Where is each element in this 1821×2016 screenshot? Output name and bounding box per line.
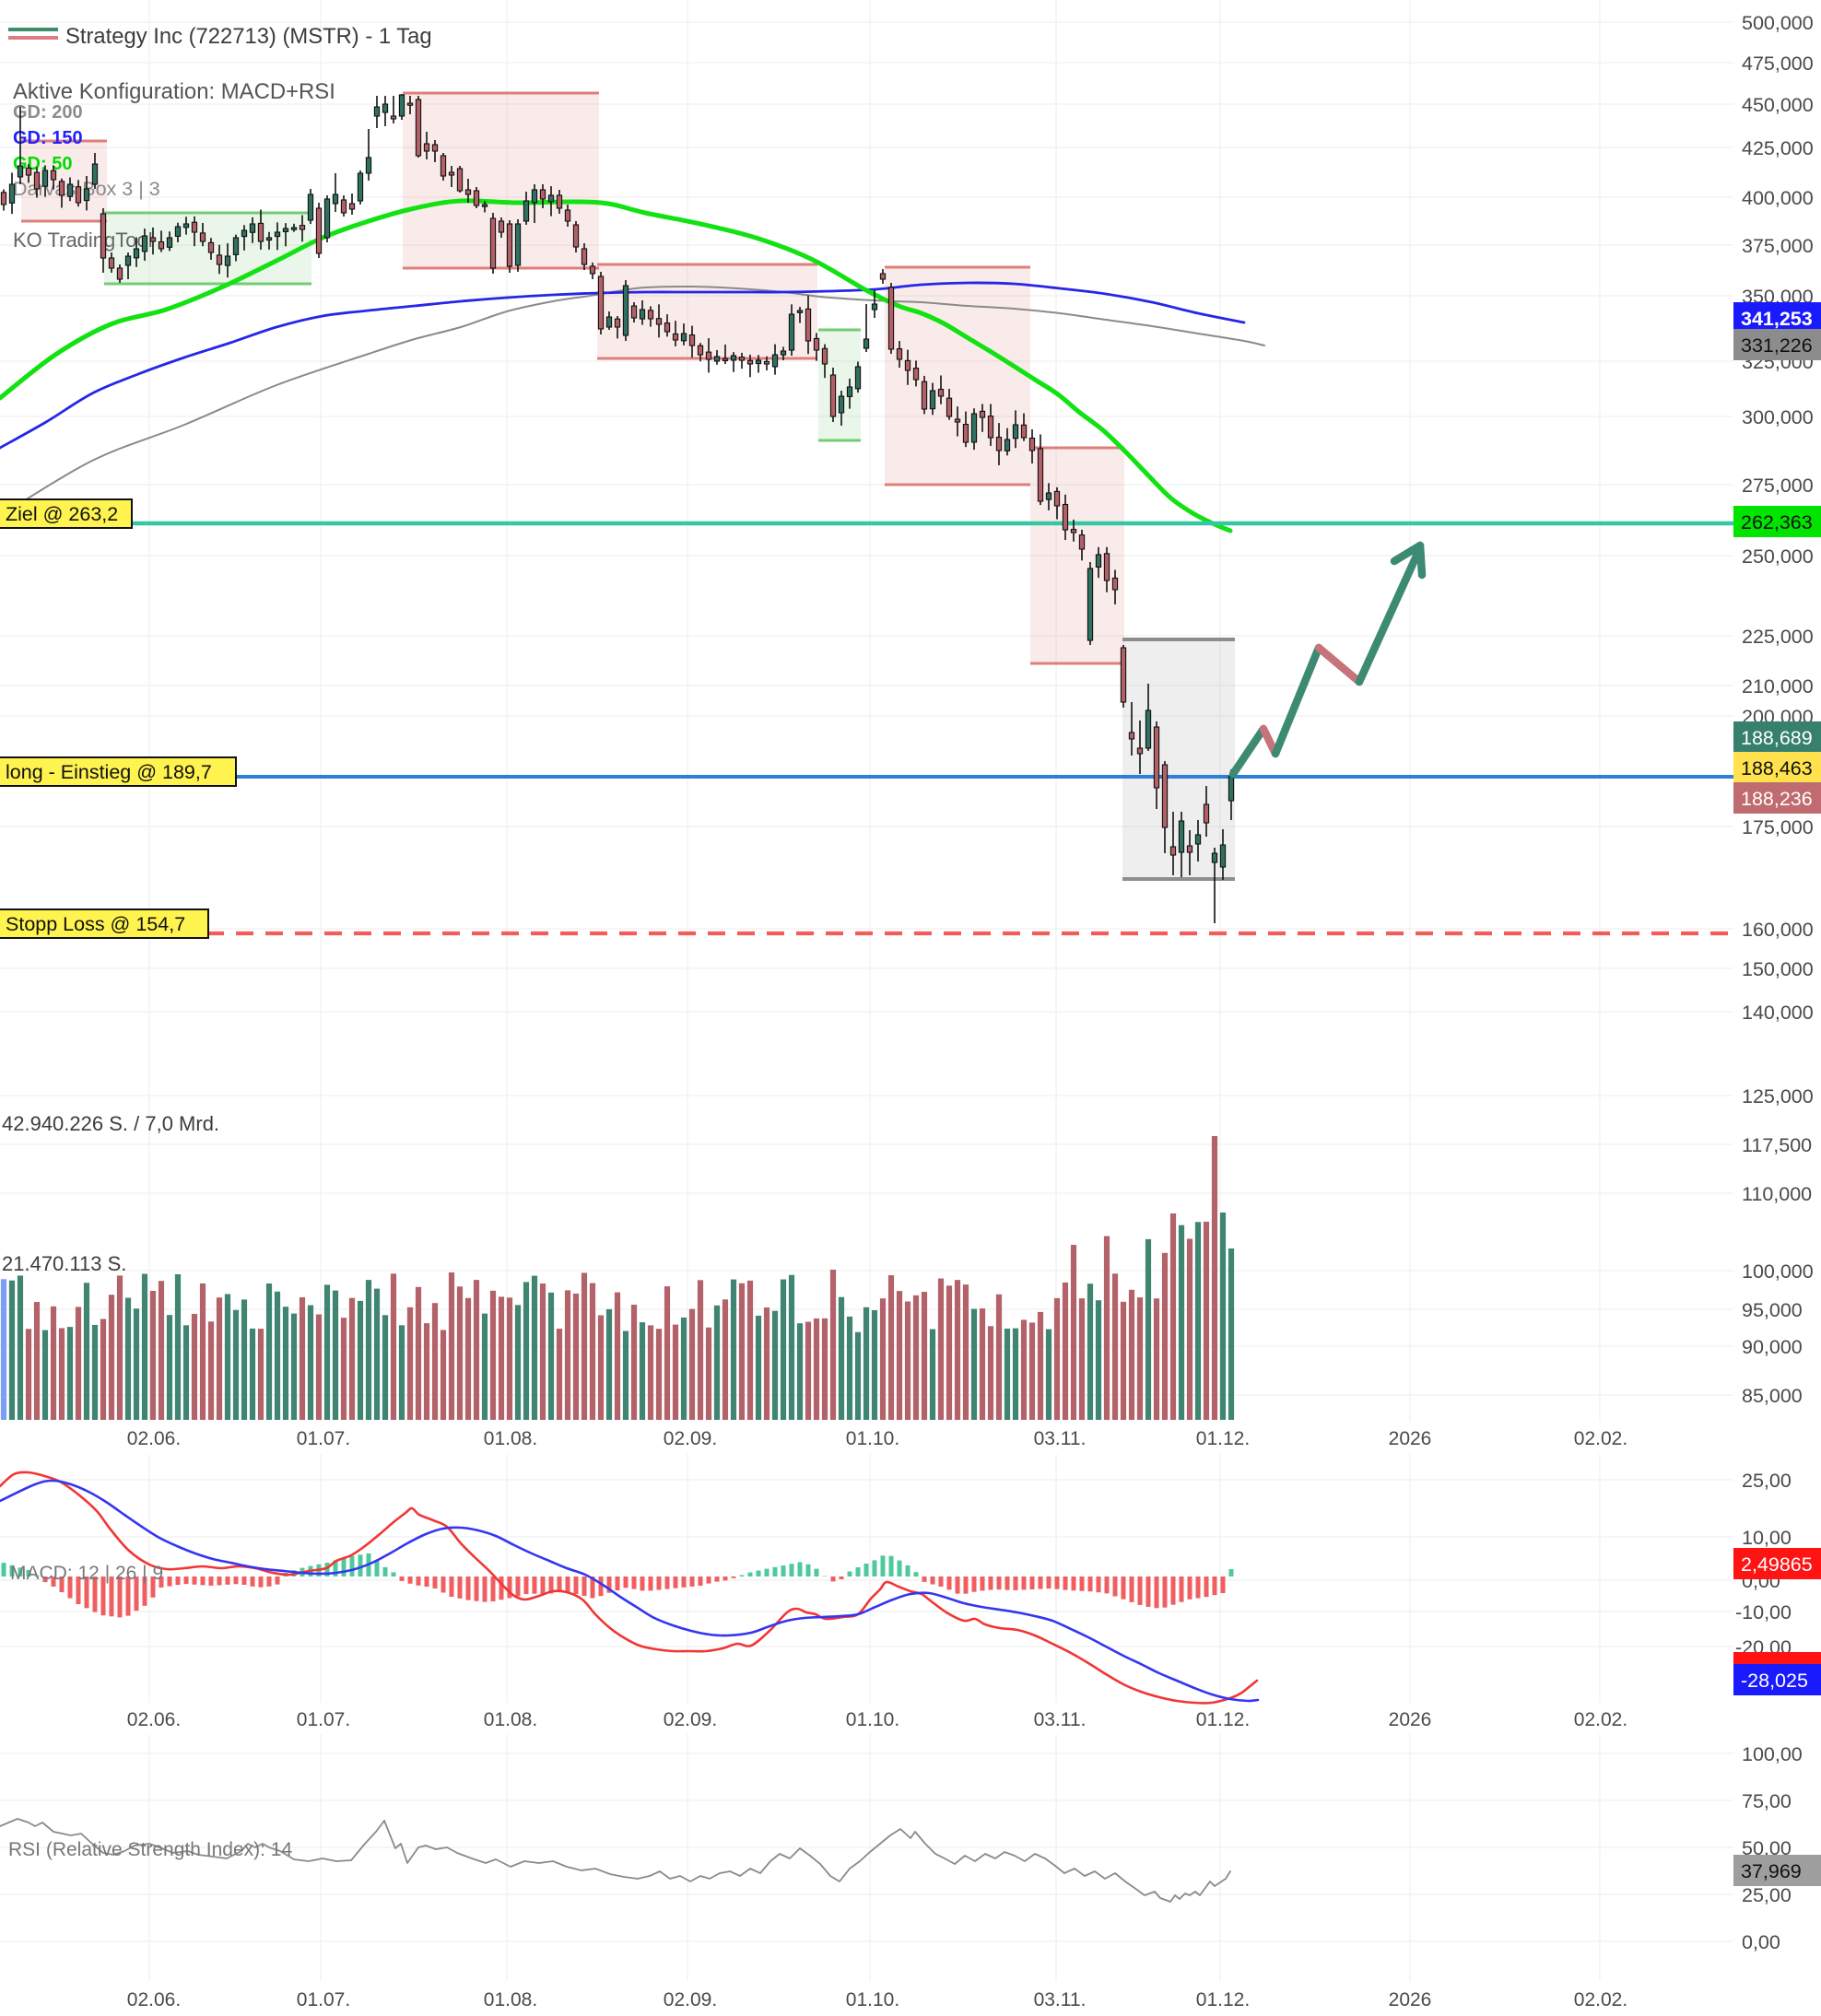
svg-text:01.12.: 01.12. xyxy=(1196,1989,1250,2010)
svg-text:Stopp Loss @ 154,7: Stopp Loss @ 154,7 xyxy=(6,913,185,935)
svg-text:117,500: 117,500 xyxy=(1742,1134,1812,1156)
svg-text:225,000: 225,000 xyxy=(1742,626,1814,648)
svg-text:262,363: 262,363 xyxy=(1741,511,1813,533)
svg-text:01.12.: 01.12. xyxy=(1196,1428,1250,1449)
svg-text:75,00: 75,00 xyxy=(1742,1790,1792,1812)
svg-text:01.07.: 01.07. xyxy=(297,1989,350,2010)
svg-text:400,000: 400,000 xyxy=(1742,187,1814,209)
svg-text:01.07.: 01.07. xyxy=(297,1709,350,1730)
svg-text:GD: 200: GD: 200 xyxy=(13,102,83,123)
svg-text:02.06.: 02.06. xyxy=(127,1428,181,1449)
svg-text:Strategy Inc (722713) (MSTR) -: Strategy Inc (722713) (MSTR) - 1 Tag xyxy=(65,24,432,49)
svg-text:125,000: 125,000 xyxy=(1742,1085,1814,1108)
svg-text:140,000: 140,000 xyxy=(1742,1002,1814,1024)
svg-text:210,000: 210,000 xyxy=(1742,675,1814,697)
svg-text:Aktive Konfiguration: MACD+RSI: Aktive Konfiguration: MACD+RSI xyxy=(13,79,335,104)
svg-text:425,000: 425,000 xyxy=(1742,137,1814,159)
svg-text:275,000: 275,000 xyxy=(1742,475,1814,497)
svg-text:MACD: 12 | 26 | 9: MACD: 12 | 26 | 9 xyxy=(10,1563,163,1584)
svg-text:188,236: 188,236 xyxy=(1741,788,1813,810)
svg-text:250,000: 250,000 xyxy=(1742,545,1814,568)
svg-text:0,00: 0,00 xyxy=(1742,1931,1780,1953)
svg-text:85,000: 85,000 xyxy=(1742,1385,1803,1407)
svg-text:37,969: 37,969 xyxy=(1741,1860,1802,1882)
svg-text:160,000: 160,000 xyxy=(1742,919,1814,941)
svg-text:2026: 2026 xyxy=(1389,1989,1432,2010)
svg-text:500,000: 500,000 xyxy=(1742,12,1814,34)
svg-text:02.02.: 02.02. xyxy=(1574,1989,1627,2010)
svg-text:01.10.: 01.10. xyxy=(846,1709,899,1730)
svg-text:188,463: 188,463 xyxy=(1741,757,1813,779)
svg-text:175,000: 175,000 xyxy=(1742,816,1814,838)
svg-text:331,226: 331,226 xyxy=(1741,334,1813,357)
svg-text:03.11.: 03.11. xyxy=(1034,1709,1087,1730)
svg-text:375,000: 375,000 xyxy=(1742,235,1814,257)
svg-text:188,689: 188,689 xyxy=(1741,727,1813,749)
svg-text:long - Einstieg @ 189,7: long - Einstieg @ 189,7 xyxy=(6,761,212,783)
svg-text:01.12.: 01.12. xyxy=(1196,1709,1250,1730)
svg-text:25,00: 25,00 xyxy=(1742,1884,1792,1906)
svg-text:10,00: 10,00 xyxy=(1742,1527,1792,1549)
svg-text:01.08.: 01.08. xyxy=(484,1428,537,1449)
svg-text:01.07.: 01.07. xyxy=(297,1428,350,1449)
svg-text:-28,025: -28,025 xyxy=(1741,1670,1808,1692)
svg-text:01.10.: 01.10. xyxy=(846,1428,899,1449)
svg-text:RSI (Relative Strength Index):: RSI (Relative Strength Index): 14 xyxy=(8,1839,292,1860)
svg-text:100,00: 100,00 xyxy=(1742,1743,1803,1765)
svg-text:2,49865: 2,49865 xyxy=(1741,1553,1813,1576)
svg-text:02.09.: 02.09. xyxy=(664,1989,717,2010)
svg-text:100,000: 100,000 xyxy=(1742,1260,1814,1283)
svg-text:21.470.113 S.: 21.470.113 S. xyxy=(2,1252,126,1275)
svg-text:95,000: 95,000 xyxy=(1742,1299,1803,1321)
svg-text:02.06.: 02.06. xyxy=(127,1989,181,2010)
svg-text:02.09.: 02.09. xyxy=(664,1428,717,1449)
svg-text:Ziel @ 263,2: Ziel @ 263,2 xyxy=(6,503,118,525)
svg-text:25,00: 25,00 xyxy=(1742,1470,1792,1492)
svg-text:2026: 2026 xyxy=(1389,1709,1432,1730)
svg-text:01.08.: 01.08. xyxy=(484,1989,537,2010)
svg-text:GD: 150: GD: 150 xyxy=(13,128,83,148)
svg-text:02.02.: 02.02. xyxy=(1574,1428,1627,1449)
svg-text:450,000: 450,000 xyxy=(1742,94,1814,116)
svg-text:02.06.: 02.06. xyxy=(127,1709,181,1730)
svg-text:01.08.: 01.08. xyxy=(484,1709,537,1730)
svg-text:02.09.: 02.09. xyxy=(664,1709,717,1730)
svg-text:03.11.: 03.11. xyxy=(1034,1989,1087,2010)
svg-text:02.02.: 02.02. xyxy=(1574,1709,1627,1730)
svg-text:01.10.: 01.10. xyxy=(846,1989,899,2010)
svg-text:03.11.: 03.11. xyxy=(1034,1428,1087,1449)
svg-text:110,000: 110,000 xyxy=(1742,1183,1812,1205)
svg-text:475,000: 475,000 xyxy=(1742,53,1814,75)
svg-text:90,000: 90,000 xyxy=(1742,1336,1803,1358)
svg-text:2026: 2026 xyxy=(1389,1428,1432,1449)
svg-text:341,253: 341,253 xyxy=(1741,308,1813,330)
svg-text:300,000: 300,000 xyxy=(1742,406,1814,428)
svg-text:KO TradingTool: KO TradingTool xyxy=(13,229,153,252)
svg-text:150,000: 150,000 xyxy=(1742,958,1814,980)
svg-text:42.940.226 S. / 7,0 Mrd.: 42.940.226 S. / 7,0 Mrd. xyxy=(2,1112,219,1135)
svg-text:-10,00: -10,00 xyxy=(1735,1601,1792,1623)
